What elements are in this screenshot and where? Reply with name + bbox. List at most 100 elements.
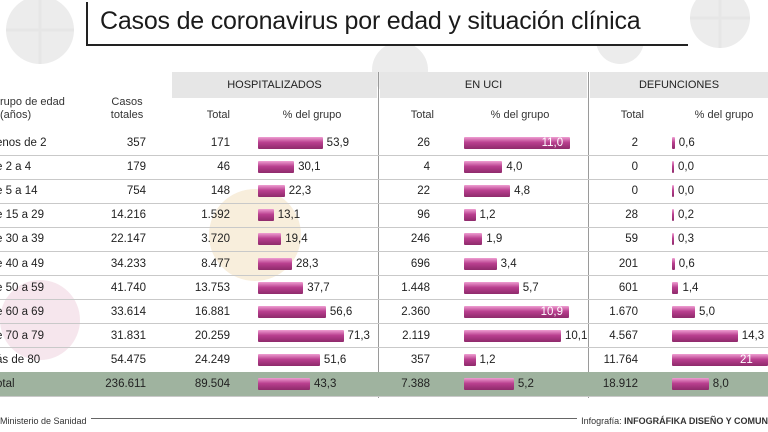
table-row: e 60 a 69 33.614 16.881 2.360 1.670 56,6 10,9 5… <box>0 300 768 324</box>
def-bar <box>672 233 674 246</box>
column-header-def-total: Total <box>620 109 644 121</box>
def-bar <box>672 281 679 294</box>
def-pct-label: 21 <box>740 353 753 366</box>
hosp-bar <box>258 137 323 149</box>
uci-bar <box>464 161 503 174</box>
age-group-label: e 5 a 14 <box>0 185 38 198</box>
age-group-label: e 30 a 39 <box>0 233 44 246</box>
cases-total-value: 22.147 <box>110 233 146 246</box>
uci-pct-label: 4,0 <box>506 161 523 174</box>
def-total-value: 18.912 <box>602 378 638 390</box>
uci-pct-label: 1,2 <box>479 353 496 366</box>
hosp-pct-label: 30,1 <box>298 161 321 174</box>
row-separator <box>0 154 768 156</box>
def-total-value: 59 <box>625 233 638 246</box>
hosp-total-value: 3.720 <box>201 233 230 246</box>
def-bar <box>672 185 674 198</box>
uci-total-value: 2.119 <box>402 329 430 342</box>
row-separator <box>0 202 768 204</box>
def-total-value: 1.670 <box>609 305 638 318</box>
age-group-label: e 15 a 29 <box>0 209 44 222</box>
age-group-label: ás de 80 <box>0 353 41 366</box>
total-row: otal 236.611 89.504 7.388 18.912 43,3 5,2 8,0 <box>0 372 768 396</box>
uci-pct-label: 10,9 <box>540 305 564 318</box>
hosp-pct-label: 37,7 <box>307 281 330 294</box>
hosp-total-value: 171 <box>210 137 230 149</box>
def-total-value: 201 <box>618 257 638 270</box>
age-group-label: e 60 a 69 <box>0 305 44 318</box>
def-pct-label: 0,6 <box>678 257 695 270</box>
row-separator <box>0 323 768 325</box>
uci-total-value: 357 <box>410 353 430 366</box>
hosp-bar <box>258 353 320 366</box>
footer-credit-label: Infografía: <box>581 416 622 426</box>
uci-total-value: 696 <box>410 257 430 270</box>
uci-bar <box>464 233 483 246</box>
hosp-bar <box>258 161 295 174</box>
footer-credit-name: INFOGRÁFIKA DISEÑO Y COMUN <box>624 416 768 426</box>
hosp-pct-label: 56,6 <box>329 305 353 318</box>
table-row: e 70 a 79 31.831 20.259 2.119 4.567 71,3 10,1 1… <box>0 324 768 348</box>
chart-title: Casos de coronavirus por edad y situació… <box>100 7 641 35</box>
cases-total-value: 34.233 <box>110 257 146 270</box>
column-header-hosp-pct: % del grupo <box>282 109 342 121</box>
def-total-value: 0 <box>631 185 638 198</box>
def-total-value: 2 <box>631 137 638 149</box>
column-header-def-pct: % del grupo <box>694 109 754 121</box>
uci-total-value: 22 <box>417 185 430 198</box>
table-row: e 2 a 4 179 46 4 0 30,1 4,0 0,0 <box>0 155 768 179</box>
column-header-casos: Casos totales <box>110 96 144 121</box>
hosp-bar <box>258 329 344 342</box>
hosp-total-value: 89.504 <box>194 378 230 390</box>
hosp-total-value: 24.249 <box>194 353 230 366</box>
hosp-bar <box>258 378 310 390</box>
uci-total-value: 4 <box>423 161 430 174</box>
uci-pct-label: 1,2 <box>479 209 496 222</box>
hosp-pct-label: 19,4 <box>285 233 308 246</box>
def-total-value: 11.764 <box>603 353 638 366</box>
hosp-total-value: 148 <box>210 185 230 198</box>
hosp-bar <box>258 209 274 222</box>
cases-total-value: 754 <box>126 185 146 198</box>
def-pct-label: 0,6 <box>678 137 695 149</box>
uci-bar <box>464 329 561 342</box>
hosp-pct-label: 28,3 <box>295 257 319 270</box>
hosp-bar <box>258 305 326 318</box>
hosp-pct-label: 22,3 <box>288 185 312 198</box>
age-group-label: e 50 a 59 <box>0 281 44 294</box>
column-separator <box>588 72 589 398</box>
cases-total-value: 357 <box>126 137 146 149</box>
footer-rule <box>0 418 768 419</box>
uci-total-value: 2.360 <box>401 305 430 318</box>
uci-bar <box>464 378 514 390</box>
group-header-uci: EN UCI <box>380 72 587 98</box>
age-group-label: e 2 a 4 <box>0 161 32 174</box>
row-separator <box>0 251 768 252</box>
uci-bar <box>464 185 511 198</box>
table-row: enos de 2 357 171 26 2 53,9 11,0 0,6 <box>0 131 768 155</box>
age-group-label: e 40 a 49 <box>0 257 44 270</box>
def-total-value: 4.567 <box>609 329 638 342</box>
age-group-label: e 70 a 79 <box>0 329 44 342</box>
row-separator <box>0 347 768 349</box>
group-header-hospitalizados: HOSPITALIZADOS <box>172 72 377 98</box>
column-header-grupo: rupo de edad (años) <box>0 96 65 121</box>
hosp-bar <box>258 233 282 246</box>
uci-pct-label: 10,1 <box>564 329 588 342</box>
table-row: e 50 a 59 41.740 13.753 1.448 601 37,7 5,7 1,4 <box>0 276 768 300</box>
table-row: ás de 80 54.475 24.249 357 11.764 51,6 1,2 21 <box>0 348 768 372</box>
cases-total-value: 236.611 <box>105 378 146 390</box>
uci-bar <box>464 305 569 318</box>
footer-source: Ministerio de Sanidad <box>0 416 91 426</box>
table-row: e 15 a 29 14.216 1.592 96 28 13,1 1,2 0,2 <box>0 203 768 227</box>
age-group-label: otal <box>0 378 15 390</box>
cases-total-value: 179 <box>126 161 146 174</box>
table-row: e 40 a 49 34.233 8.477 696 201 28,3 3,4 0,6 <box>0 252 768 276</box>
cases-total-value: 33.614 <box>110 305 146 318</box>
uci-bar <box>464 281 519 294</box>
uci-total-value: 26 <box>417 137 430 149</box>
hosp-pct-label: 53,9 <box>326 137 350 149</box>
column-header-uci-pct: % del grupo <box>490 109 550 121</box>
uci-bar <box>464 137 570 149</box>
def-pct-label: 0,0 <box>678 161 694 174</box>
